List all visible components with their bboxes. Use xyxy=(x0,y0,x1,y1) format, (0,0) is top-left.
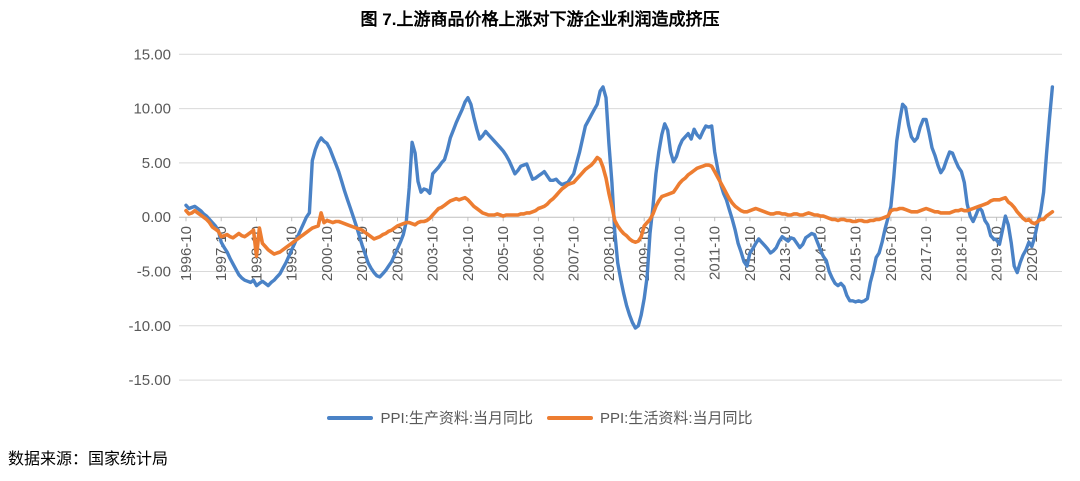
legend-label-consumer-goods: PPI:生活资料:当月同比 xyxy=(600,410,753,427)
y-axis-label: -15.00 xyxy=(128,372,171,389)
x-axis-label: 2016-10 xyxy=(883,226,900,281)
x-axis-label: 2020-10 xyxy=(1024,226,1041,281)
x-axis-label: 2010-10 xyxy=(671,226,688,281)
y-axis-label: -5.00 xyxy=(137,264,171,281)
x-axis-label: 1997-10 xyxy=(213,226,230,281)
legend-line-orange-icon xyxy=(547,415,593,420)
x-axis-label: 2013-10 xyxy=(777,226,794,281)
legend-label-producer-goods: PPI:生产资料:当月同比 xyxy=(380,410,533,427)
legend-item-consumer-goods: PPI:生活资料:当月同比 xyxy=(547,407,753,428)
source-note: 数据来源：国家统计局 xyxy=(8,451,169,468)
y-axis-label: -10.00 xyxy=(128,318,171,335)
y-axis-label: 5.00 xyxy=(142,155,171,172)
x-axis-label: 2006-10 xyxy=(530,226,547,281)
ppi-consumer-goods-line xyxy=(184,155,1055,259)
x-axis-label: 2008-10 xyxy=(601,226,618,281)
x-axis-label: 2000-10 xyxy=(319,226,336,281)
y-axis-label: 10.00 xyxy=(133,101,171,118)
legend-item-producer-goods: PPI:生产资料:当月同比 xyxy=(327,407,533,428)
x-axis-label: 2018-10 xyxy=(953,226,970,281)
x-axis-label: 2005-10 xyxy=(495,226,512,281)
x-axis-label: 2001-10 xyxy=(354,226,371,281)
chart-title: 图 7.上游商品价格上涨对下游企业利润造成挤压 xyxy=(360,10,720,29)
x-axis-label: 2004-10 xyxy=(460,226,477,281)
x-axis-label: 2007-10 xyxy=(566,226,583,281)
ppi-producer-goods-line xyxy=(184,85,1055,330)
y-axis-label: 15.00 xyxy=(133,46,171,63)
x-axis-label: 1996-10 xyxy=(178,226,195,281)
legend-line-blue-icon xyxy=(327,415,374,420)
y-axis-label: 0.00 xyxy=(142,209,171,226)
x-axis-label: 2011-10 xyxy=(707,226,724,280)
x-axis-label: 2003-10 xyxy=(425,226,442,281)
x-axis-label: 2015-10 xyxy=(848,226,865,281)
x-axis-label: 2017-10 xyxy=(918,226,935,281)
ppi-line-chart: 15.00 10.00 5.00 0.00 -5.00 -10.00 -15.00 1996-… xyxy=(128,46,1062,389)
chart-legend: PPI:生产资料:当月同比 PPI:生活资料:当月同比 xyxy=(0,407,1080,428)
